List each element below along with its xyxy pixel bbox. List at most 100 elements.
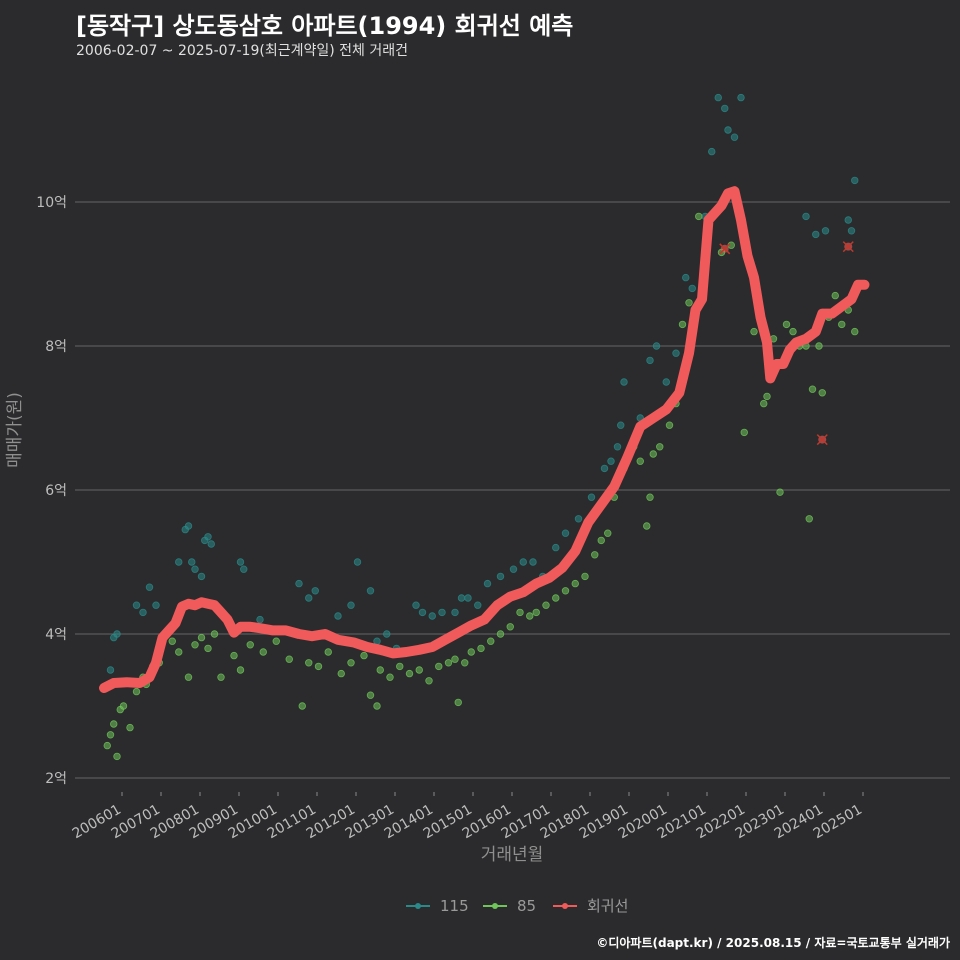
data-point-85 bbox=[347, 659, 355, 667]
data-point-85 bbox=[516, 608, 524, 617]
data-point-85 bbox=[782, 320, 791, 329]
data-point-85 bbox=[685, 299, 693, 307]
data-point-85 bbox=[184, 673, 193, 681]
data-point-85 bbox=[646, 493, 654, 501]
data-point-85 bbox=[103, 741, 111, 750]
data-point-115 bbox=[509, 565, 518, 573]
legend-label: 115 bbox=[440, 897, 469, 915]
data-point-85 bbox=[217, 673, 225, 681]
data-point-115 bbox=[607, 457, 615, 465]
data-point-85 bbox=[656, 443, 664, 451]
regression-marker-cross bbox=[719, 243, 731, 255]
data-point-85 bbox=[236, 666, 245, 674]
data-point-85 bbox=[396, 662, 404, 671]
data-point-115 bbox=[620, 378, 628, 386]
data-point-115 bbox=[474, 601, 482, 609]
data-point-115 bbox=[483, 579, 492, 588]
data-point-85 bbox=[542, 601, 550, 609]
data-point-115 bbox=[191, 565, 199, 573]
regression-marker-cross bbox=[816, 434, 828, 446]
data-point-115 bbox=[188, 558, 196, 566]
data-point-85 bbox=[366, 691, 375, 699]
data-point-85 bbox=[695, 212, 703, 221]
data-point-115 bbox=[574, 515, 583, 523]
data-point-115 bbox=[418, 608, 427, 617]
data-point-85 bbox=[776, 488, 784, 496]
data-point-85 bbox=[272, 637, 280, 645]
data-point-115 bbox=[236, 558, 245, 566]
legend: 115 85 회귀선 bbox=[406, 897, 628, 915]
data-point-115 bbox=[851, 176, 859, 185]
data-point-115 bbox=[106, 666, 115, 674]
data-point-115 bbox=[714, 93, 722, 102]
data-point-115 bbox=[613, 443, 622, 451]
data-point-115 bbox=[552, 543, 560, 552]
data-point-85 bbox=[360, 651, 368, 660]
data-point-115 bbox=[847, 227, 856, 235]
data-point-85 bbox=[461, 659, 469, 667]
data-point-115 bbox=[617, 421, 625, 429]
data-point-115 bbox=[145, 583, 154, 591]
regression-line bbox=[99, 186, 870, 693]
legend-label: 회귀선 bbox=[587, 897, 628, 915]
data-point-85 bbox=[805, 515, 813, 523]
chart-subtitle: 2006-02-07 ~ 2025-07-19(최근계약일) 전체 거래건 bbox=[76, 43, 408, 59]
data-point-85 bbox=[119, 702, 128, 710]
data-point-85 bbox=[425, 677, 433, 685]
data-point-85 bbox=[197, 633, 206, 642]
data-point-85 bbox=[454, 698, 462, 707]
data-point-85 bbox=[649, 450, 657, 458]
data-point-85 bbox=[763, 392, 771, 401]
regression-markers bbox=[719, 241, 854, 446]
data-point-115 bbox=[519, 558, 527, 566]
data-point-115 bbox=[334, 612, 342, 620]
data-point-115 bbox=[724, 126, 732, 134]
data-point-115 bbox=[347, 601, 355, 609]
data-point-85 bbox=[175, 648, 183, 656]
regression-marker-cross bbox=[842, 241, 854, 253]
data-point-115 bbox=[204, 533, 212, 541]
y-tick-label: 10억 bbox=[36, 195, 67, 211]
data-point-115 bbox=[175, 558, 183, 566]
data-point-85 bbox=[246, 641, 254, 649]
data-point-115 bbox=[457, 594, 466, 602]
data-point-85 bbox=[210, 630, 219, 638]
y-tick-label: 8억 bbox=[45, 339, 67, 355]
data-point-85 bbox=[487, 637, 495, 645]
data-point-115 bbox=[561, 529, 570, 537]
data-point-85 bbox=[106, 731, 115, 739]
data-point-85 bbox=[561, 587, 570, 595]
data-point-115 bbox=[113, 630, 121, 638]
grid-lines bbox=[75, 201, 950, 779]
data-point-115 bbox=[529, 558, 537, 566]
x-axis-title: 거래년월 bbox=[481, 845, 544, 865]
data-point-85 bbox=[191, 641, 199, 649]
data-point-85 bbox=[204, 644, 212, 653]
y-tick-label: 2억 bbox=[45, 771, 67, 787]
data-point-85 bbox=[597, 536, 605, 545]
data-point-85 bbox=[581, 572, 589, 581]
data-point-85 bbox=[818, 389, 826, 397]
data-point-85 bbox=[760, 399, 768, 408]
data-point-115 bbox=[688, 284, 696, 293]
data-point-85 bbox=[467, 648, 475, 656]
data-point-115 bbox=[730, 133, 739, 141]
data-point-115 bbox=[383, 630, 391, 638]
data-point-115 bbox=[412, 601, 420, 609]
data-point-85 bbox=[259, 648, 267, 656]
scatter-points bbox=[103, 93, 859, 761]
data-point-85 bbox=[386, 673, 394, 681]
source-caption: ©디아파트(dapt.kr) / 2025.08.15 / 자료=국토교통부 실… bbox=[596, 936, 950, 950]
data-point-115 bbox=[207, 540, 215, 548]
data-point-115 bbox=[311, 587, 319, 595]
data-point-115 bbox=[708, 147, 716, 156]
data-point-115 bbox=[152, 601, 160, 609]
data-point-115 bbox=[295, 579, 303, 588]
y-axis-title: 매매가(원) bbox=[5, 392, 25, 468]
data-point-85 bbox=[526, 612, 534, 620]
data-point-115 bbox=[184, 522, 193, 530]
data-point-85 bbox=[435, 662, 443, 671]
data-point-85 bbox=[506, 623, 514, 631]
data-point-85 bbox=[126, 723, 134, 732]
